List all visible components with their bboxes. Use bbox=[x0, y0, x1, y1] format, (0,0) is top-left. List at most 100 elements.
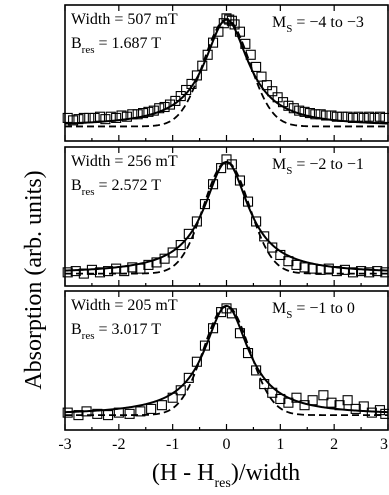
ms-label: MS = −4 to −3 bbox=[272, 14, 364, 35]
x-axis-label-end: )/width bbox=[231, 460, 300, 486]
data-point bbox=[339, 264, 350, 275]
data-point bbox=[86, 264, 97, 275]
y-axis-title: Absorption (arb. units) bbox=[21, 170, 47, 389]
ms-subscript: S bbox=[286, 23, 292, 35]
data-point bbox=[216, 307, 227, 318]
panel-3: Width = 205 mT Bres = 3.017 T MS = −1 to 0 bbox=[62, 290, 389, 431]
data-point bbox=[92, 408, 103, 419]
data-point bbox=[167, 392, 178, 403]
data-point bbox=[73, 410, 84, 421]
data-point bbox=[135, 406, 146, 417]
data-point bbox=[78, 268, 89, 279]
data-point bbox=[183, 228, 194, 239]
data-point bbox=[156, 400, 167, 411]
data-point bbox=[111, 263, 122, 274]
data-point bbox=[113, 407, 124, 418]
data-point bbox=[84, 112, 95, 123]
data-point bbox=[307, 263, 318, 274]
data-point bbox=[94, 111, 106, 122]
ms-label: MS = −2 to −1 bbox=[272, 156, 364, 177]
data-point bbox=[124, 408, 135, 419]
data-point bbox=[216, 163, 227, 174]
data-points bbox=[62, 154, 389, 279]
data-point bbox=[315, 109, 326, 120]
panel-2: Width = 256 mT Bres = 2.572 T MS = −2 to −1 bbox=[62, 146, 389, 287]
data-point bbox=[221, 13, 232, 24]
data-point bbox=[191, 70, 202, 81]
data-point bbox=[277, 97, 289, 108]
x-tick-label: -1 bbox=[166, 436, 179, 453]
data-point bbox=[275, 393, 286, 405]
x-tick-label: 2 bbox=[330, 436, 338, 453]
bres-symbol: B bbox=[71, 321, 82, 338]
panel-1: Width = 507 mT Bres = 1.687 T MS = −4 to −3 bbox=[62, 4, 389, 142]
data-point bbox=[73, 114, 84, 125]
bres-value: = 2.572 T bbox=[99, 177, 162, 194]
data-point bbox=[191, 356, 202, 367]
bres-label: Bres = 3.017 T bbox=[71, 321, 161, 342]
data-point bbox=[229, 19, 240, 30]
data-point bbox=[326, 397, 337, 408]
ms-symbol: M bbox=[272, 156, 286, 173]
data-point bbox=[62, 407, 73, 418]
data-point bbox=[234, 328, 246, 339]
data-point bbox=[374, 405, 385, 416]
data-point bbox=[226, 15, 237, 26]
data-point bbox=[226, 308, 237, 319]
data-point bbox=[299, 262, 310, 273]
data-point bbox=[372, 266, 383, 277]
data-point bbox=[132, 109, 143, 120]
gaussian-fit-line bbox=[65, 304, 388, 417]
data-point bbox=[68, 115, 79, 126]
x-tick-label: 0 bbox=[223, 436, 231, 453]
data-point bbox=[70, 266, 81, 277]
data-point bbox=[259, 231, 270, 242]
data-point bbox=[234, 26, 246, 37]
bres-subscript: res bbox=[82, 186, 95, 198]
data-point bbox=[347, 112, 359, 123]
data-point bbox=[143, 106, 154, 117]
data-point bbox=[164, 99, 176, 110]
data-point bbox=[331, 111, 342, 122]
data-point bbox=[191, 216, 202, 227]
data-point bbox=[175, 91, 186, 102]
data-point bbox=[119, 266, 130, 277]
data-point bbox=[256, 71, 267, 82]
bres-symbol: B bbox=[71, 177, 82, 194]
data-point bbox=[234, 175, 246, 186]
data-point bbox=[356, 266, 367, 277]
data-point bbox=[159, 101, 170, 113]
bres-value: = 3.017 T bbox=[99, 321, 162, 338]
data-points bbox=[62, 303, 389, 421]
data-point bbox=[207, 323, 219, 334]
data-point bbox=[151, 257, 162, 268]
ms-subscript: S bbox=[286, 165, 292, 177]
ms-value: = −4 to −3 bbox=[296, 14, 364, 31]
data-point bbox=[358, 112, 369, 123]
ms-subscript: S bbox=[286, 309, 292, 321]
data-point bbox=[364, 111, 375, 122]
data-point bbox=[213, 26, 224, 37]
width-label: Width = 507 mT bbox=[71, 11, 178, 28]
width-label: Width = 205 mT bbox=[71, 297, 178, 314]
data-point bbox=[154, 103, 165, 114]
data-point bbox=[127, 262, 138, 273]
data-point bbox=[62, 267, 73, 278]
data-point bbox=[299, 106, 310, 117]
data-point bbox=[111, 112, 122, 123]
data-point bbox=[364, 267, 375, 278]
data-point bbox=[242, 196, 254, 207]
data-point bbox=[275, 249, 286, 261]
ms-symbol: M bbox=[272, 14, 286, 31]
data-point bbox=[366, 407, 377, 418]
data-point bbox=[307, 395, 318, 406]
data-point bbox=[380, 408, 389, 419]
data-point bbox=[116, 110, 127, 121]
fit-curves bbox=[64, 304, 389, 417]
data-point bbox=[267, 242, 278, 253]
data-point bbox=[267, 387, 278, 398]
data-point bbox=[267, 86, 278, 97]
data-point bbox=[100, 114, 111, 125]
x-axis-label: (H - Hres)/width bbox=[152, 460, 300, 491]
